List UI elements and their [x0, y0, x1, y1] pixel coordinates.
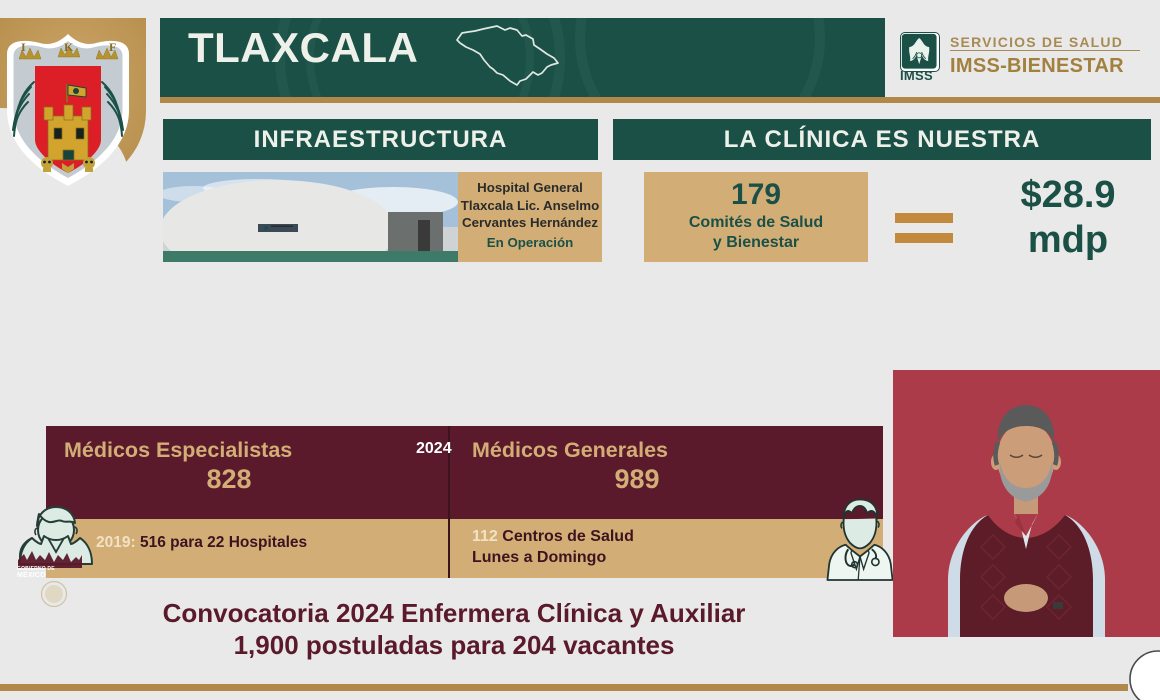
- svg-text:I: I: [21, 40, 26, 54]
- svg-text:K: K: [64, 40, 74, 54]
- svg-text:F: F: [109, 40, 116, 54]
